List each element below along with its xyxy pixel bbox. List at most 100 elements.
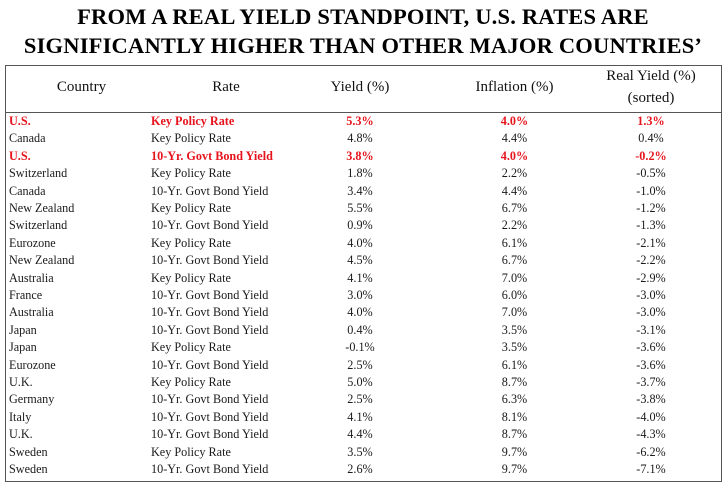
cell-inflation: 3.5% — [501, 322, 528, 337]
cell-yield: 4.4% — [347, 427, 373, 442]
cell-country: Germany — [9, 392, 55, 407]
cell-inflation: 6.0% — [501, 288, 528, 302]
cell-real-yield: -3.6% — [636, 340, 666, 355]
cell-country: Eurozone — [9, 235, 56, 250]
cell-country: Canada — [9, 183, 46, 198]
cell-country: Eurozone — [9, 357, 56, 372]
cell-inflation: 6.7% — [501, 201, 528, 215]
header-divider — [6, 112, 721, 113]
cell-real-yield: -3.6% — [636, 357, 666, 372]
table-row: U.S. 10-Yr. Govt Bond Yield 3.8% 4.0% -0.2% — [6, 148, 721, 165]
cell-country: U.K. — [9, 375, 33, 389]
table-row: Italy 10-Yr. Govt Bond Yield 4.1% 8.1% -4.0% — [6, 409, 721, 426]
cell-country: Japan — [9, 322, 37, 337]
cell-real-yield: -3.7% — [636, 375, 666, 389]
table-row: Germany 10-Yr. Govt Bond Yield 2.5% 6.3% -3.… — [6, 391, 721, 408]
cell-yield: 4.0% — [347, 235, 373, 250]
cell-real-yield: -0.5% — [636, 166, 666, 181]
cell-yield: 4.0% — [347, 305, 373, 320]
cell-rate: 10-Yr. Govt Bond Yield — [151, 462, 269, 476]
cell-yield: 0.4% — [347, 322, 373, 337]
cell-country: Switzerland — [9, 218, 68, 233]
table-row: Sweden 10-Yr. Govt Bond Yield 2.6% 9.7% -7.1… — [6, 461, 721, 478]
cell-rate: 10-Yr. Govt Bond Yield — [151, 253, 269, 268]
cell-inflation: 9.7% — [501, 444, 528, 459]
cell-yield: 4.8% — [347, 131, 373, 146]
cell-real-yield: 0.4% — [638, 131, 664, 146]
cell-rate: Key Policy Rate — [151, 444, 231, 459]
cell-inflation: 4.0% — [500, 148, 529, 163]
table-row: Japan Key Policy Rate -0.1% 3.5% -3.6% — [6, 339, 721, 356]
cell-real-yield: -3.8% — [636, 392, 666, 407]
cell-country: Australia — [9, 270, 54, 285]
cell-real-yield: -7.1% — [636, 462, 666, 476]
cell-rate: 10-Yr. Govt Bond Yield — [151, 409, 269, 424]
cell-yield: 3.4% — [347, 183, 373, 198]
cell-real-yield: -1.2% — [636, 201, 666, 215]
cell-yield: 5.0% — [347, 375, 373, 389]
table-row: Switzerland 10-Yr. Govt Bond Yield 0.9% 2.2… — [6, 217, 721, 234]
cell-rate: 10-Yr. Govt Bond Yield — [151, 322, 269, 337]
cell-rate: Key Policy Rate — [151, 201, 231, 215]
table-row: U.K. Key Policy Rate 5.0% 8.7% -3.7% — [6, 374, 721, 391]
table-row: U.K. 10-Yr. Govt Bond Yield 4.4% 8.7% -4.3% — [6, 426, 721, 443]
cell-rate: 10-Yr. Govt Bond Yield — [151, 427, 269, 442]
cell-country: Sweden — [9, 444, 48, 459]
cell-country: Italy — [9, 409, 32, 424]
table-row: Sweden Key Policy Rate 3.5% 9.7% -6.2% — [6, 444, 721, 461]
cell-country: U.S. — [9, 114, 31, 128]
table-row: Canada 10-Yr. Govt Bond Yield 3.4% 4.4% -1.0… — [6, 183, 721, 200]
cell-rate: 10-Yr. Govt Bond Yield — [151, 288, 269, 302]
cell-inflation: 3.5% — [501, 340, 528, 355]
cell-rate: 10-Yr. Govt Bond Yield — [151, 305, 269, 320]
table-row: New Zealand Key Policy Rate 5.5% 6.7% -1.2% — [6, 200, 721, 217]
cell-yield: 1.8% — [347, 166, 373, 181]
header-yield: Yield (%) — [330, 79, 390, 95]
table-row: France 10-Yr. Govt Bond Yield 3.0% 6.0% -3.0… — [6, 287, 721, 304]
cell-inflation: 4.0% — [500, 114, 529, 128]
cell-real-yield: -2.9% — [636, 270, 666, 285]
cell-country: U.S. — [9, 148, 31, 163]
cell-real-yield: -4.0% — [636, 409, 666, 424]
cell-rate: 10-Yr. Govt Bond Yield — [151, 357, 269, 372]
header-country: Country — [56, 79, 107, 95]
cell-country: Australia — [9, 305, 54, 320]
cell-rate: 10-Yr. Govt Bond Yield — [151, 218, 269, 233]
cell-inflation: 6.1% — [501, 235, 528, 250]
cell-yield: 4.1% — [347, 270, 373, 285]
cell-inflation: 8.7% — [501, 427, 528, 442]
cell-yield: 3.8% — [346, 148, 374, 163]
cell-country: U.K. — [9, 427, 33, 442]
cell-rate: Key Policy Rate — [151, 375, 231, 389]
cell-country: Switzerland — [9, 166, 68, 181]
cell-yield: 5.5% — [347, 201, 373, 215]
cell-inflation: 2.2% — [501, 218, 528, 233]
cell-real-yield: -0.2% — [635, 148, 667, 163]
cell-yield: 2.5% — [347, 392, 373, 407]
table-row: Eurozone 10-Yr. Govt Bond Yield 2.5% 6.1% -3… — [6, 357, 721, 374]
cell-yield: -0.1% — [345, 340, 375, 355]
cell-yield: 4.1% — [347, 409, 373, 424]
cell-country: Japan — [9, 340, 37, 355]
cell-inflation: 7.0% — [501, 270, 528, 285]
cell-rate: 10-Yr. Govt Bond Yield — [151, 183, 269, 198]
cell-rate: Key Policy Rate — [151, 131, 231, 146]
cell-real-yield: -4.3% — [636, 427, 666, 442]
cell-yield: 5.3% — [346, 114, 374, 128]
cell-rate: Key Policy Rate — [151, 114, 235, 128]
cell-inflation: 4.4% — [501, 183, 528, 198]
title-line-1: FROM A REAL YIELD STANDPOINT, U.S. RATES… — [77, 4, 649, 29]
cell-real-yield: -2.2% — [636, 253, 666, 268]
cell-rate: 10-Yr. Govt Bond Yield — [151, 392, 269, 407]
cell-yield: 4.5% — [347, 253, 373, 268]
cell-inflation: 6.7% — [501, 253, 528, 268]
cell-country: New Zealand — [9, 253, 75, 268]
cell-inflation: 7.0% — [501, 305, 528, 320]
cell-inflation: 8.1% — [501, 409, 528, 424]
cell-real-yield: -1.0% — [636, 183, 666, 198]
cell-country: Sweden — [9, 462, 48, 476]
table-row: Australia Key Policy Rate 4.1% 7.0% -2.9% — [6, 270, 721, 287]
cell-inflation: 2.2% — [501, 166, 528, 181]
cell-yield: 3.5% — [347, 444, 373, 459]
cell-real-yield: -6.2% — [636, 444, 666, 459]
